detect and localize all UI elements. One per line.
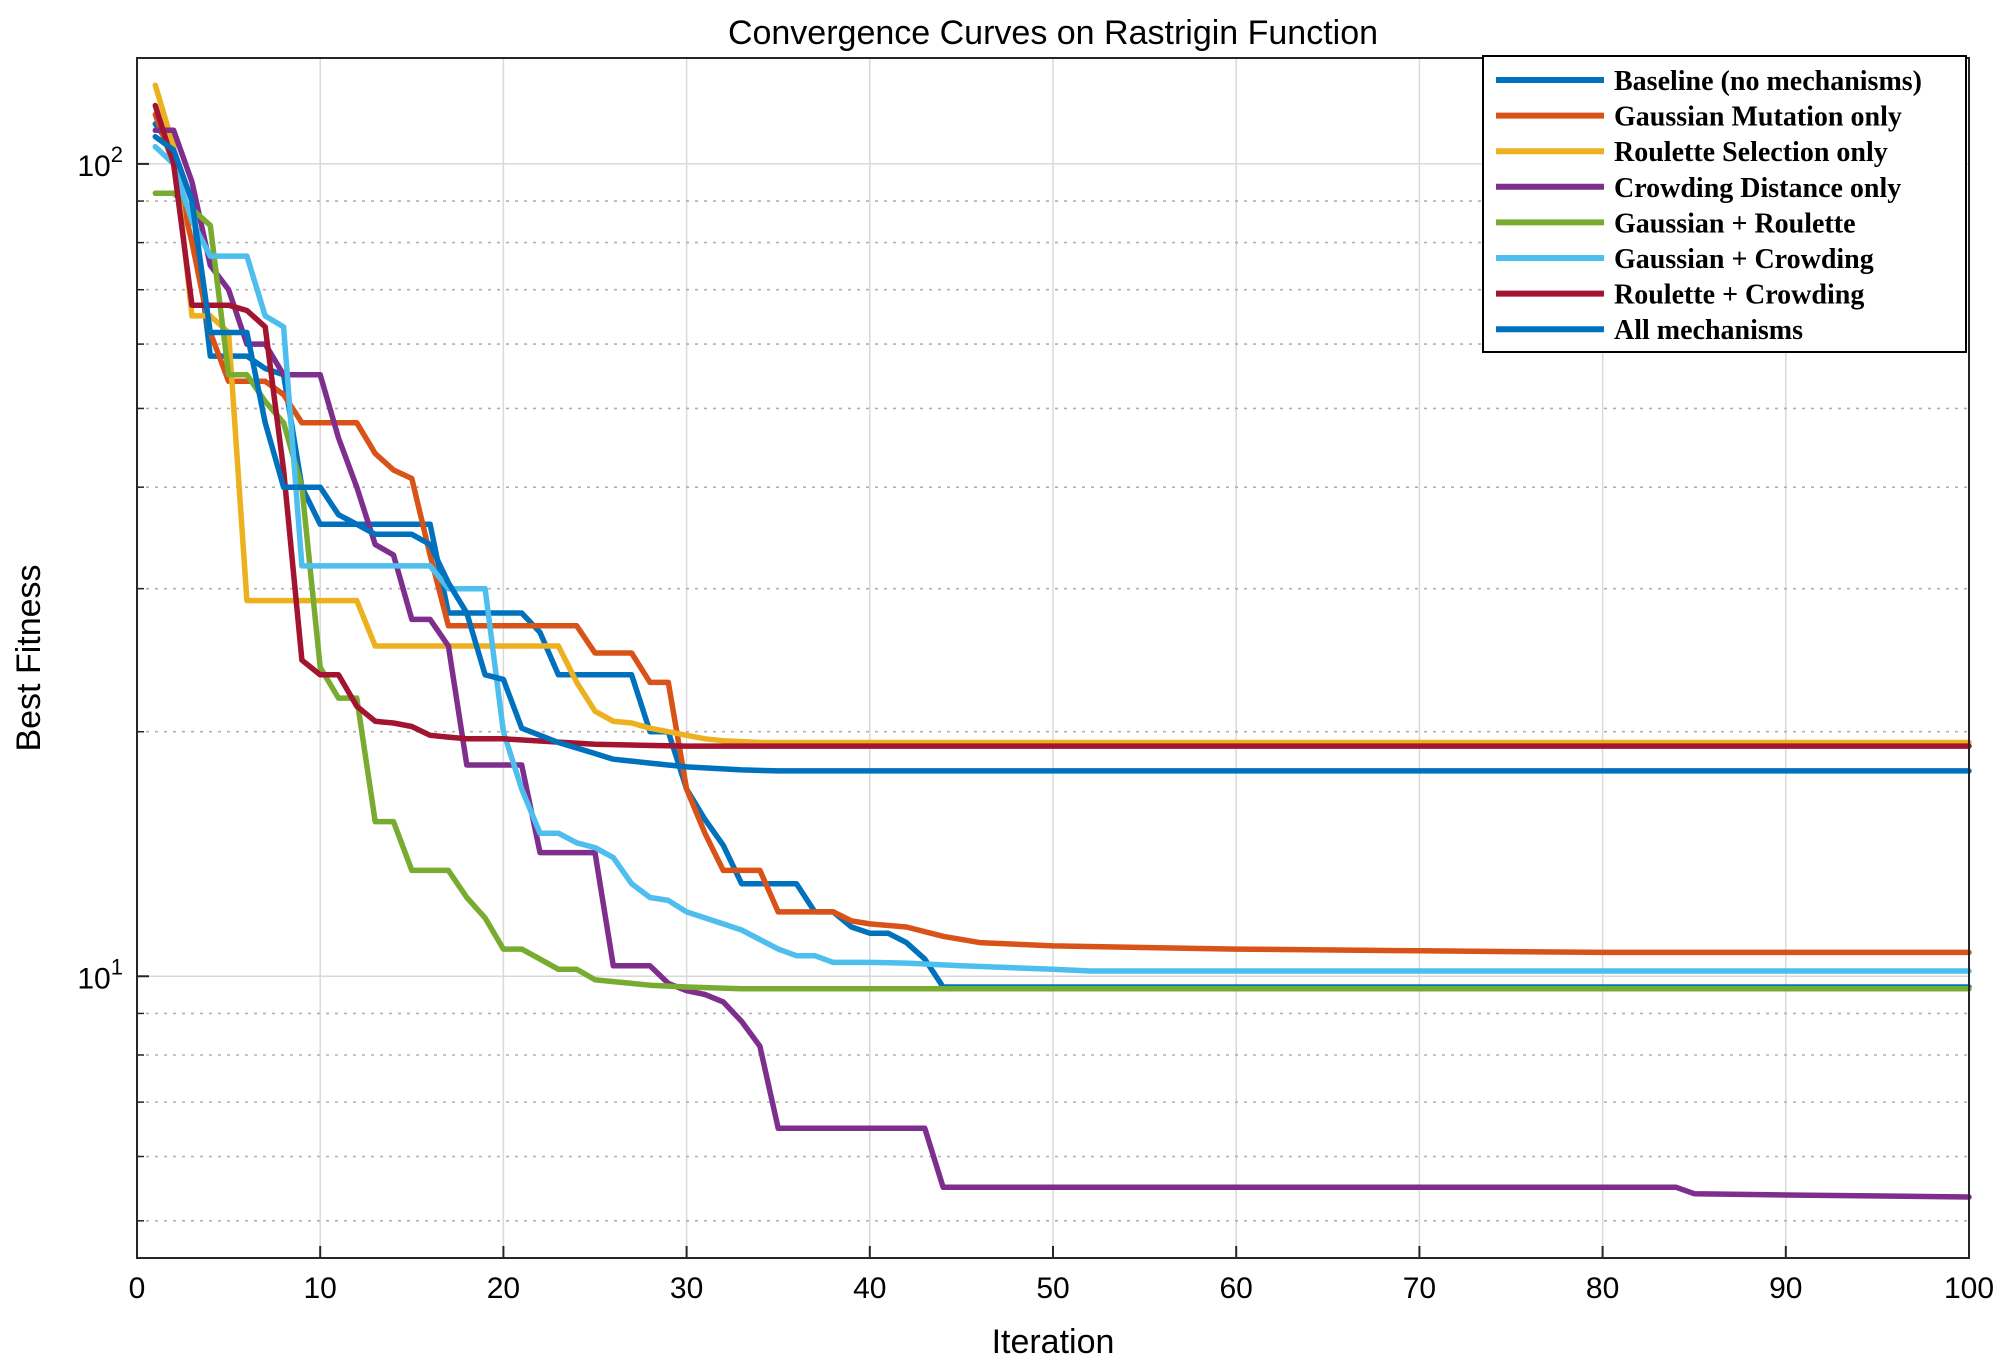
x-tick-label: 60 <box>1220 1272 1253 1305</box>
series-line-8 <box>152 133 1972 774</box>
legend-entry: Gaussian + Roulette <box>1614 208 1856 239</box>
legend-entry: Roulette + Crowding <box>1614 280 1864 311</box>
x-tick-label: 100 <box>1944 1272 1994 1305</box>
x-tick-label: 40 <box>853 1272 886 1305</box>
x-axis-label: Iteration <box>992 1323 1115 1361</box>
series-line-5 <box>152 190 1972 992</box>
legend-entry: Crowding Distance only <box>1614 173 1901 204</box>
x-tick-label: 70 <box>1403 1272 1436 1305</box>
legend-entry: All mechanisms <box>1614 315 1803 346</box>
x-tick-label: 90 <box>1769 1272 1802 1305</box>
legend-entry: Roulette Selection only <box>1614 137 1888 168</box>
series-line-4 <box>152 127 1972 1200</box>
axis-ticks: 0 10 20 30 40 50 60 70 80 90 100 101 102 <box>77 142 1994 1305</box>
series-line-6 <box>152 143 1972 974</box>
x-tick-label: 30 <box>670 1272 703 1305</box>
legend: Baseline (no mechanisms) Gaussian Mutatio… <box>1482 55 1967 353</box>
x-tick-label: 20 <box>487 1272 520 1305</box>
x-tick-label: 0 <box>129 1272 146 1305</box>
y-axis-label: Best Fitness <box>10 564 48 751</box>
series-line-7 <box>152 102 1972 749</box>
x-tick-label: 80 <box>1586 1272 1619 1305</box>
legend-entry: Gaussian Mutation only <box>1614 102 1902 133</box>
series-lines <box>152 82 1972 1200</box>
x-tick-label: 50 <box>1036 1272 1069 1305</box>
series-line-2 <box>152 111 1972 956</box>
legend-entry: Gaussian + Crowding <box>1614 244 1874 275</box>
y-tick-label: 102 <box>77 142 123 183</box>
x-tick-label: 10 <box>304 1272 337 1305</box>
series-line-3 <box>152 82 1972 746</box>
legend-entry: Baseline (no mechanisms) <box>1614 66 1922 97</box>
legend-items: Baseline (no mechanisms) Gaussian Mutatio… <box>1496 66 1922 346</box>
legend-box <box>1482 55 1967 353</box>
y-tick-label: 101 <box>77 954 123 995</box>
chart-title: Convergence Curves on Rastrigin Function <box>728 14 1378 52</box>
